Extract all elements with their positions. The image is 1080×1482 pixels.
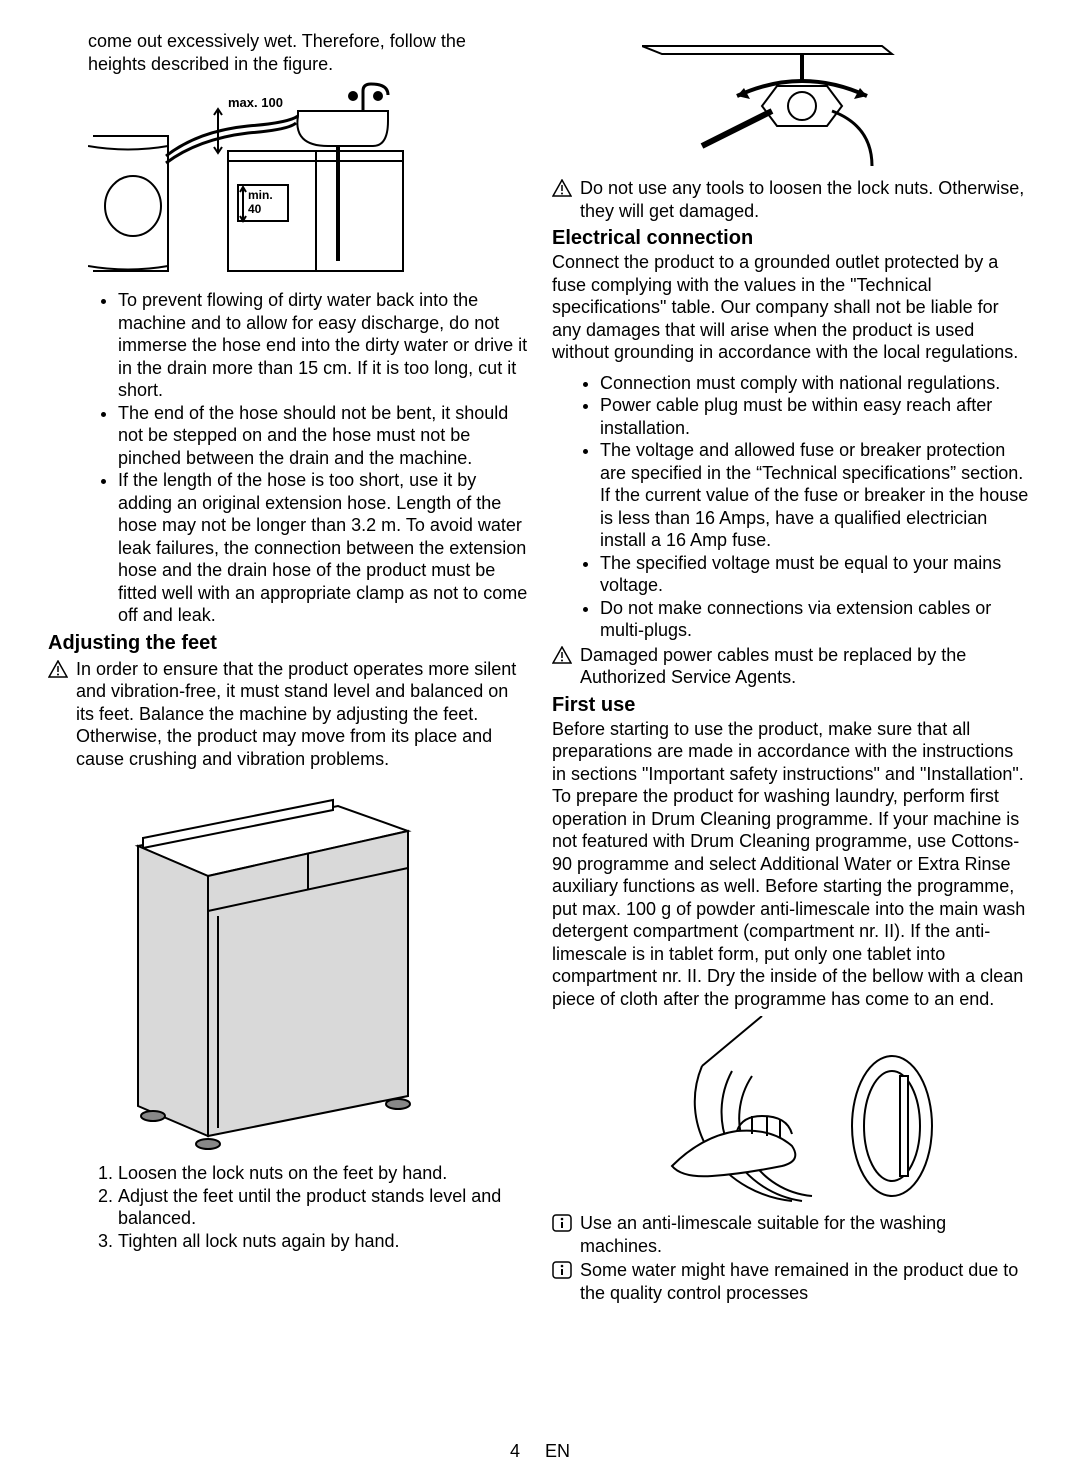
list-item: Loosen the lock nuts on the feet by hand… (118, 1162, 528, 1185)
info-icon (552, 1261, 574, 1285)
first-use-p2: To prepare the product for washing laund… (552, 785, 1032, 1010)
list-item: The voltage and allowed fuse or breaker … (600, 439, 1032, 552)
left-column: come out excessively wet. Therefore, fol… (48, 30, 528, 1304)
list-item: Adjust the feet until the product stands… (118, 1185, 528, 1230)
first-use-p1: Before starting to use the product, make… (552, 718, 1032, 786)
feet-steps: Loosen the lock nuts on the feet by hand… (48, 1162, 528, 1252)
warning-text: Damaged power cables must be replaced by… (580, 644, 1032, 689)
feet-warning: In order to ensure that the product oper… (48, 658, 528, 771)
electrical-heading: Electrical connection (552, 226, 1032, 251)
locknut-figure (642, 36, 922, 171)
list-item: Do not make connections via extension ca… (600, 597, 1032, 642)
info-text: Use an anti-limescale suitable for the w… (580, 1212, 1032, 1257)
bellow-figure (642, 1016, 942, 1206)
warning-icon (48, 660, 70, 684)
electrical-bullets: Connection must comply with national reg… (552, 372, 1032, 642)
machine-figure (108, 776, 428, 1156)
adjusting-feet-heading: Adjusting the feet (48, 631, 528, 656)
cable-warning: Damaged power cables must be replaced by… (552, 644, 1032, 689)
warning-text: In order to ensure that the product oper… (76, 658, 528, 771)
max-label: max. 100 (228, 95, 283, 110)
list-item: Connection must comply with national reg… (600, 372, 1032, 395)
list-item: The end of the hose should not be bent, … (118, 402, 528, 470)
page-footer: 4 EN (0, 1440, 1080, 1463)
page-number: 4 (510, 1441, 520, 1461)
info-text: Some water might have remained in the pr… (580, 1259, 1032, 1304)
limescale-info: Use an anti-limescale suitable for the w… (552, 1212, 1032, 1257)
right-column: Do not use any tools to loosen the lock … (552, 30, 1032, 1304)
two-column-layout: come out excessively wet. Therefore, fol… (48, 30, 1032, 1304)
min-label-a: min. (248, 188, 273, 202)
drain-height-figure: max. 100 min. 40 (88, 81, 408, 281)
list-item: The specified voltage must be equal to y… (600, 552, 1032, 597)
electrical-intro: Connect the product to a grounded outlet… (552, 251, 1032, 364)
first-use-heading: First use (552, 693, 1032, 718)
intro-paragraph: come out excessively wet. Therefore, fol… (88, 30, 528, 75)
water-info: Some water might have remained in the pr… (552, 1259, 1032, 1304)
hose-bullets: To prevent flowing of dirty water back i… (48, 289, 528, 627)
warning-text: Do not use any tools to loosen the lock … (580, 177, 1032, 222)
list-item: Power cable plug must be within easy rea… (600, 394, 1032, 439)
list-item: To prevent flowing of dirty water back i… (118, 289, 528, 402)
info-icon (552, 1214, 574, 1238)
page-lang: EN (545, 1441, 570, 1461)
warning-icon (552, 646, 574, 670)
list-item: Tighten all lock nuts again by hand. (118, 1230, 528, 1253)
warning-icon (552, 179, 574, 203)
min-label-b: 40 (248, 202, 262, 216)
list-item: If the length of the hose is too short, … (118, 469, 528, 627)
tools-warning: Do not use any tools to loosen the lock … (552, 177, 1032, 222)
